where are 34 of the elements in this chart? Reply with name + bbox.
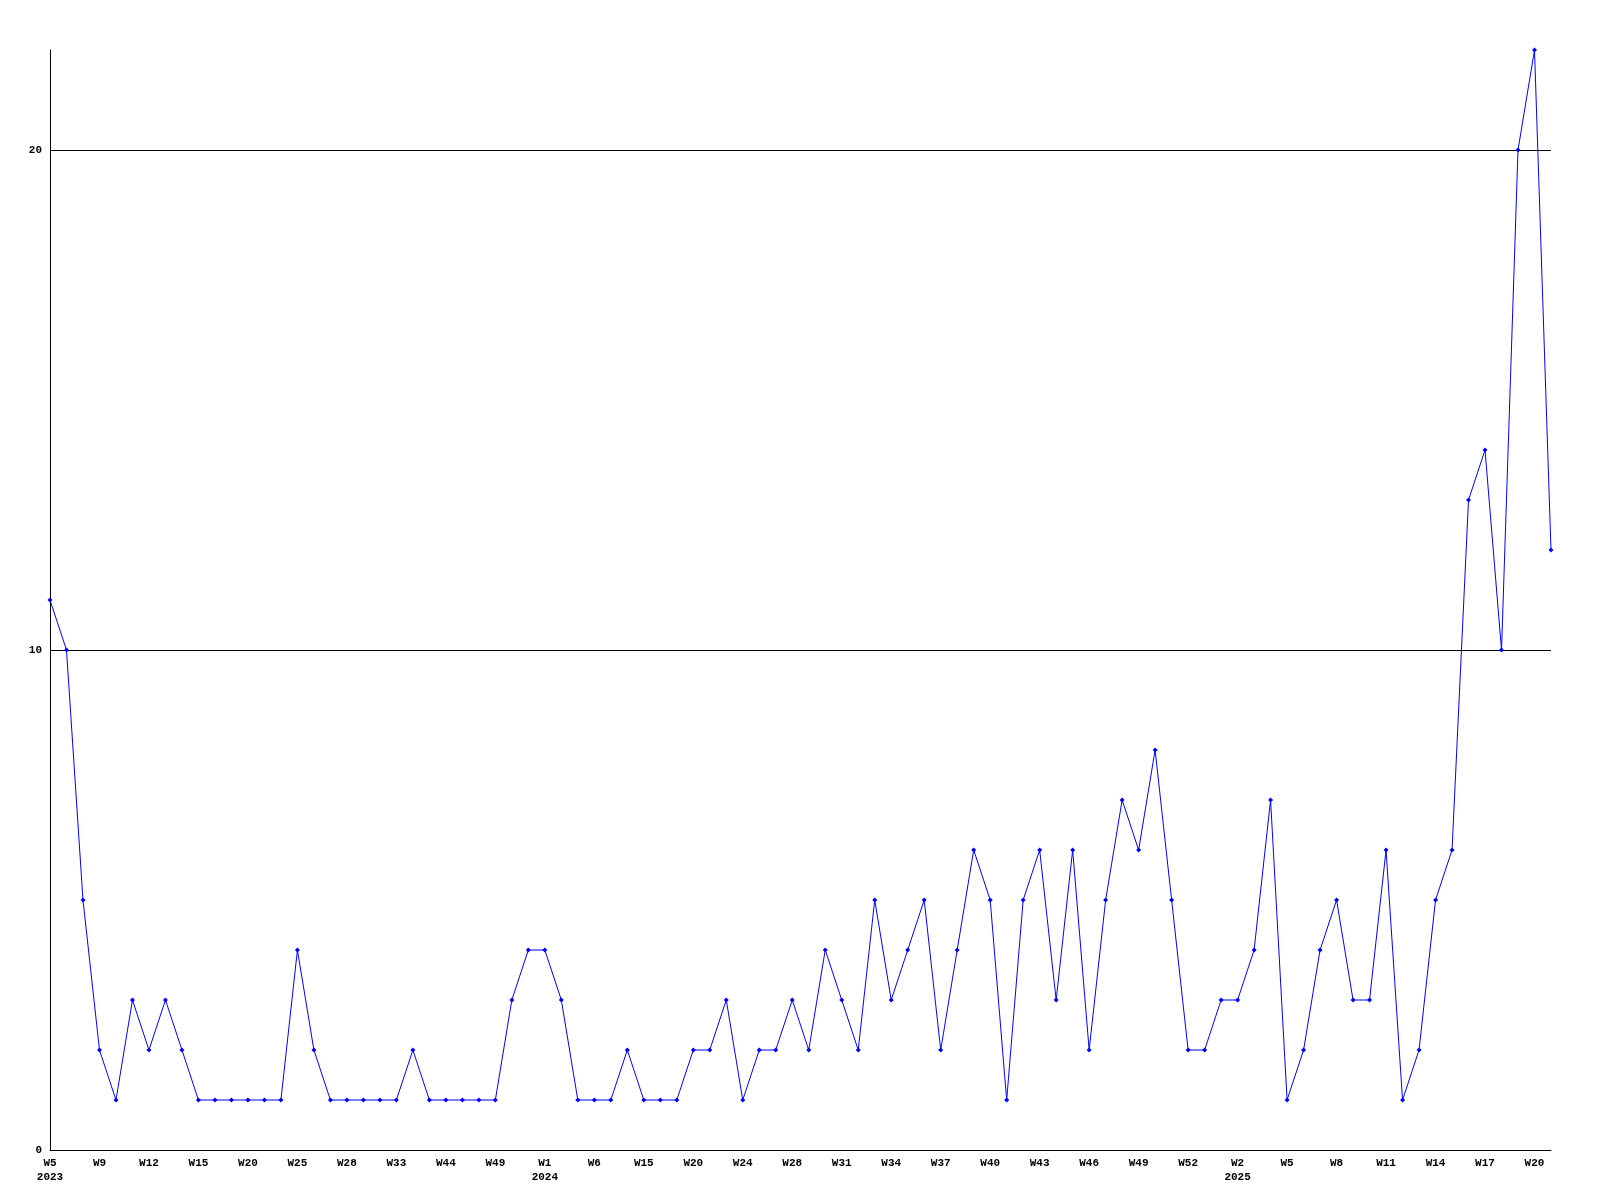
y-tick-label: 20: [28, 144, 42, 156]
x-tick-label: W5 2023: [36, 1157, 64, 1183]
x-tick-label: W28: [336, 1157, 358, 1169]
x-tick-label: W20: [1524, 1157, 1545, 1169]
x-tick-label: W25: [287, 1157, 308, 1169]
y-tick-label: 0: [35, 1144, 42, 1156]
x-tick-label: W14: [1425, 1157, 1446, 1169]
x-tick-label: W46: [1079, 1157, 1100, 1169]
x-tick-label: W34: [881, 1157, 902, 1169]
x-tick-label: W12: [139, 1157, 159, 1169]
x-tick-label: W31: [831, 1157, 853, 1169]
x-tick-label: W15: [188, 1157, 209, 1169]
x-tick-label: W49: [1128, 1157, 1149, 1169]
x-tick-label: W20: [238, 1157, 258, 1169]
x-tick-label: W15: [633, 1157, 655, 1169]
x-tick-label: W33: [386, 1157, 407, 1169]
x-tick-label: W6: [587, 1157, 601, 1169]
x-tick-label: W24: [732, 1157, 754, 1169]
x-tick-label: W8: [1329, 1157, 1344, 1169]
x-tick-label: W52: [1178, 1157, 1199, 1169]
x-tick-label: W43: [1029, 1157, 1050, 1169]
x-tick-label: W9: [92, 1157, 107, 1169]
x-tick-label: W5: [1280, 1157, 1295, 1169]
x-tick-label: W20: [683, 1157, 704, 1169]
x-tick-label: W17: [1475, 1157, 1495, 1169]
x-tick-label: W40: [980, 1157, 1001, 1169]
x-tick-label: W44: [435, 1157, 457, 1169]
x-tick-label: W37: [930, 1157, 951, 1169]
y-tick-label: 10: [28, 644, 42, 656]
x-tick-label: W49: [485, 1157, 506, 1169]
x-tick-label: W2 2025: [1224, 1157, 1252, 1183]
x-tick-label: W28: [782, 1157, 803, 1169]
x-tick-label: W1 2024: [531, 1157, 559, 1183]
x-tick-label: W11: [1376, 1157, 1397, 1169]
